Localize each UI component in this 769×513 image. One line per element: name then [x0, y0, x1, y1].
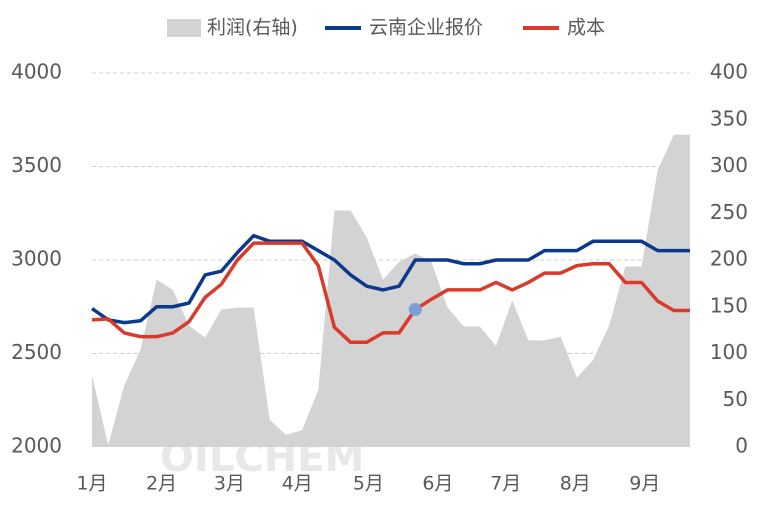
x-tick-label: 9月 — [629, 473, 660, 495]
x-tick-label: 4月 — [282, 473, 313, 495]
legend-label: 云南企业报价 — [369, 17, 483, 39]
x-tick-label: 7月 — [490, 473, 521, 495]
highlight-point — [408, 303, 422, 317]
legend-item: 云南企业报价 — [325, 17, 483, 39]
y2-tick-label: 300 — [710, 153, 748, 177]
series-line — [91, 233, 690, 325]
y-tick-label: 3500 — [11, 153, 62, 177]
profit-area — [92, 134, 690, 447]
y2-tick-label: 100 — [710, 340, 748, 364]
series-line — [91, 241, 690, 345]
legend-label: 利润(右轴) — [207, 17, 298, 39]
y-tick-label: 3000 — [11, 247, 62, 271]
x-tick-label: 5月 — [353, 473, 384, 495]
y2-tick-label: 200 — [710, 247, 748, 271]
x-tick-label: 3月 — [214, 473, 245, 495]
legend-item: 利润(右轴) — [167, 17, 298, 39]
x-tick-label: 1月 — [76, 473, 107, 495]
x-tick-label: 2月 — [146, 473, 177, 495]
y2-tick-label: 150 — [710, 293, 748, 317]
y2-tick-label: 400 — [710, 60, 748, 84]
x-tick-label: 8月 — [560, 473, 591, 495]
y2-tick-label: 350 — [710, 106, 748, 130]
y2-tick-label: 50 — [723, 387, 748, 411]
legend-label: 成本 — [567, 17, 605, 39]
y2-tick-label: 250 — [710, 200, 748, 224]
x-tick-label: 6月 — [422, 473, 453, 495]
legend-swatch — [167, 19, 201, 37]
y-tick-label: 2500 — [11, 340, 62, 364]
y2-tick-label: 0 — [735, 434, 748, 458]
y-tick-label: 2000 — [11, 434, 62, 458]
y-tick-label: 4000 — [11, 60, 62, 84]
legend-item: 成本 — [523, 17, 605, 39]
